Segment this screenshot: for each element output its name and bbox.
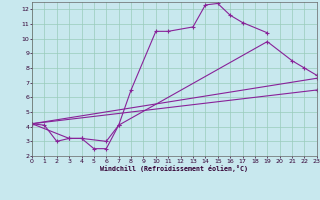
X-axis label: Windchill (Refroidissement éolien,°C): Windchill (Refroidissement éolien,°C) <box>100 165 248 172</box>
